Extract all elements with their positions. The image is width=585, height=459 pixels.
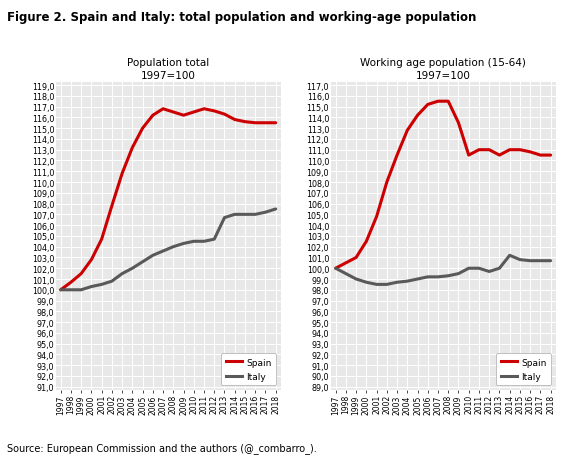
Title: Population total
1997=100: Population total 1997=100: [127, 58, 209, 80]
Text: Source: European Commission and the authors (@_combarro_).: Source: European Commission and the auth…: [7, 442, 316, 453]
Legend: Spain, Italy: Spain, Italy: [496, 353, 551, 386]
Legend: Spain, Italy: Spain, Italy: [221, 353, 276, 386]
Text: Figure 2. Spain and Italy: total population and working-age population: Figure 2. Spain and Italy: total populat…: [7, 11, 476, 24]
Title: Working age population (15-64)
1997=100: Working age population (15-64) 1997=100: [360, 58, 526, 80]
